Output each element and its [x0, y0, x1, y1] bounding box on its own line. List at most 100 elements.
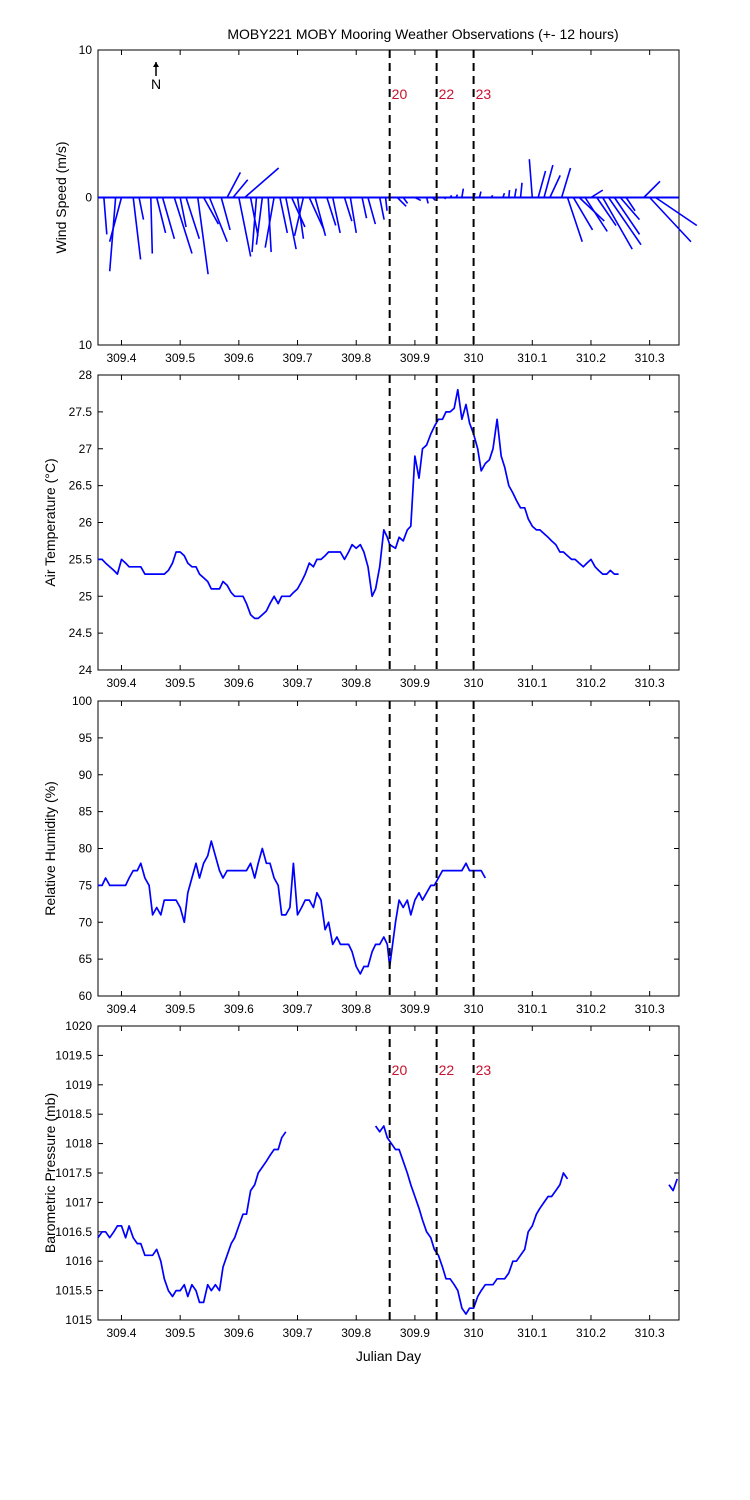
wind-vector — [590, 189, 604, 199]
y-tick-label: 1018.5 — [55, 1107, 92, 1121]
x-tick-label: 310 — [464, 676, 484, 690]
y-tick-label: 75 — [79, 878, 93, 892]
wind-vector — [138, 197, 145, 220]
y-tick-label: 1019 — [65, 1078, 92, 1092]
x-tick-label: 310.3 — [635, 1326, 665, 1340]
x-tick-label: 309.7 — [283, 1002, 313, 1016]
y-tick-label: 1015 — [65, 1313, 92, 1327]
x-tick-label: 310.2 — [576, 351, 606, 365]
x-tick-label: 309.7 — [283, 351, 313, 365]
plot-frame — [97, 374, 680, 671]
wind-vector — [625, 197, 636, 212]
wind-vector — [549, 175, 561, 198]
x-tick-label: 309.7 — [283, 1326, 313, 1340]
wind-vector — [649, 196, 692, 243]
wind-vector — [508, 190, 511, 198]
wind-vector — [572, 197, 594, 231]
x-tick-label: 310.1 — [517, 676, 547, 690]
wind-vector — [208, 197, 228, 243]
event-label: 20 — [392, 1062, 408, 1078]
wind-vector — [155, 197, 167, 234]
x-tick-label: 310.1 — [517, 1002, 547, 1016]
wind-vector — [543, 164, 554, 198]
event-label: 23 — [476, 86, 492, 102]
north-label: N — [151, 76, 161, 92]
y-tick-label: 60 — [79, 989, 93, 1003]
x-tick-label: 310.1 — [517, 351, 547, 365]
wind-vector — [308, 197, 325, 231]
x-tick-label: 309.4 — [106, 351, 136, 365]
y-tick-label: 1015.5 — [55, 1284, 92, 1298]
wind-vector — [226, 172, 242, 198]
y-axis-label: Relative Humidity (%) — [42, 781, 58, 916]
y-axis-label: Barometric Pressure (mb) — [42, 1093, 58, 1253]
y-tick-label: 1018 — [65, 1137, 92, 1151]
wind-vector — [244, 167, 280, 199]
wind-vector — [296, 197, 305, 239]
wind-vector — [179, 197, 187, 228]
y-tick-label: 25.5 — [69, 552, 93, 566]
plot-frame — [97, 1025, 680, 1321]
wind-vector — [431, 196, 437, 202]
y-tick-label: 27 — [79, 442, 93, 456]
wind-vector — [566, 197, 584, 243]
wind-vector — [150, 197, 154, 254]
wind-vector — [513, 188, 517, 198]
x-tick-label: 310.3 — [635, 676, 665, 690]
x-axis-label: Julian Day — [356, 1348, 421, 1364]
x-tick-label: 310.2 — [576, 1002, 606, 1016]
x-tick-label: 309.9 — [400, 1326, 430, 1340]
x-tick-label: 310.3 — [635, 1002, 665, 1016]
wind-vector — [655, 196, 698, 227]
y-tick-label: 1016 — [65, 1254, 92, 1268]
x-tick-label: 309.8 — [341, 676, 371, 690]
y-tick-label: 85 — [79, 805, 93, 819]
wind-vector — [455, 194, 459, 198]
x-tick-label: 309.6 — [224, 1002, 254, 1016]
wind-vector — [293, 197, 305, 237]
x-tick-label: 309.4 — [106, 1002, 136, 1016]
wind-vector — [108, 197, 123, 242]
wind-vector — [326, 197, 337, 226]
wind-vector — [425, 197, 429, 204]
wind-vector — [196, 197, 209, 275]
wind-vector — [378, 197, 385, 220]
wind-vector — [161, 197, 176, 240]
rh-series-line — [98, 840, 487, 975]
y-tick-label: 26.5 — [69, 479, 93, 493]
y-tick-label: 1016.5 — [55, 1225, 92, 1239]
wind-vector — [367, 197, 377, 225]
wind-vector — [578, 196, 605, 222]
panel-pressure: 309.4 309.5 309.6 309.7 309.8 309.9 310 310.1 31… — [42, 1019, 680, 1364]
wind-vector — [384, 197, 388, 211]
wind-vector — [537, 170, 547, 198]
wind-vector — [613, 197, 641, 235]
x-tick-label: 309.5 — [165, 351, 195, 365]
wind-vector — [502, 192, 506, 198]
pressure-series-line — [374, 1125, 569, 1315]
y-tick-label: 24 — [79, 663, 93, 677]
wind-vector — [103, 197, 108, 235]
wind-vector — [602, 197, 633, 250]
x-tick-label: 309.4 — [106, 1326, 136, 1340]
wind-vector — [584, 197, 608, 232]
wind-vector — [619, 196, 641, 221]
wind-vector — [108, 197, 117, 272]
y-tick-label: 1020 — [65, 1019, 92, 1033]
y-tick-label: 1017 — [65, 1195, 92, 1209]
y-axis-label: Air Temperature (°C) — [42, 458, 58, 586]
panel-air: 309.4 309.5 309.6 309.7 309.8 309.9 310 310.1 31… — [42, 368, 680, 690]
wind-vector — [490, 194, 494, 198]
x-tick-label: 309.5 — [165, 676, 195, 690]
x-tick-label: 309.7 — [283, 676, 313, 690]
y-tick-label: 0 — [85, 191, 92, 205]
y-tick-label: 65 — [79, 952, 93, 966]
wind-vector — [185, 197, 201, 240]
event-label: 22 — [439, 86, 455, 102]
y-tick-label: 27.5 — [69, 405, 93, 419]
wind-vector — [414, 196, 422, 202]
wind-vector — [173, 197, 193, 254]
wind-vector — [449, 194, 453, 198]
x-tick-label: 309.6 — [224, 351, 254, 365]
